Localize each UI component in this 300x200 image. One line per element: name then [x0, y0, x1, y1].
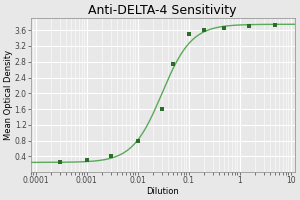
- Point: [171, 62, 176, 65]
- Point: [160, 108, 164, 111]
- Point: [222, 27, 227, 30]
- Point: [135, 139, 140, 142]
- Point: [186, 33, 191, 36]
- Point: [109, 154, 113, 157]
- Point: [202, 29, 206, 32]
- Point: [84, 159, 89, 162]
- Point: [58, 160, 62, 164]
- Y-axis label: Mean Optical Density: Mean Optical Density: [4, 50, 13, 140]
- Point: [273, 24, 278, 27]
- Title: Anti-DELTA-4 Sensitivity: Anti-DELTA-4 Sensitivity: [88, 4, 237, 17]
- X-axis label: Dilution: Dilution: [146, 187, 179, 196]
- Point: [246, 25, 251, 28]
